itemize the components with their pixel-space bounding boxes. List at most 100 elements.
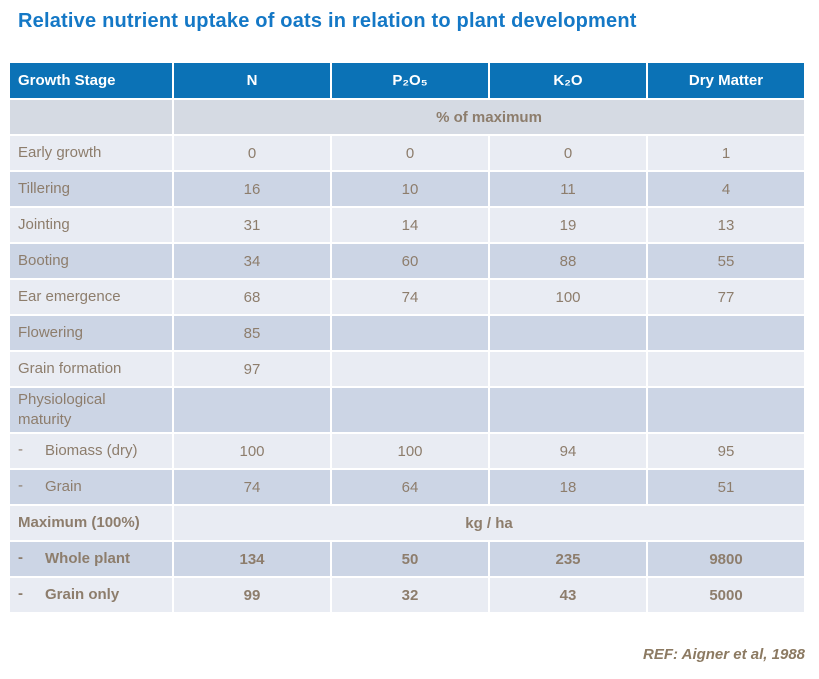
- value-cell: 16: [174, 172, 330, 206]
- row-label: [10, 100, 172, 134]
- row-label: - Whole plant: [10, 542, 172, 576]
- value-cell: [174, 388, 330, 432]
- dash-marker: -: [18, 548, 23, 566]
- row-label-text: Biomass (dry): [45, 441, 138, 459]
- table-row: Grain formation 97: [10, 352, 804, 386]
- value-cell: 0: [174, 136, 330, 170]
- value-cell: 60: [332, 244, 488, 278]
- row-label: Flowering: [10, 316, 172, 350]
- table-body: % of maximum Early growth 0 0 0 1 Tillering 16 1…: [10, 100, 804, 612]
- table-row: Flowering 85: [10, 316, 804, 350]
- column-header-n: N: [174, 63, 330, 98]
- value-cell: 11: [490, 172, 646, 206]
- row-label: - Grain only: [10, 578, 172, 612]
- value-cell: [332, 352, 488, 386]
- value-cell: 134: [174, 542, 330, 576]
- value-cell: 97: [174, 352, 330, 386]
- value-cell: 85: [174, 316, 330, 350]
- row-label-text: Grain: [45, 477, 82, 495]
- row-label-text: Ear emergence: [18, 287, 121, 305]
- row-label: Grain formation: [10, 352, 172, 386]
- table-row: Ear emergence 68 74 100 77: [10, 280, 804, 314]
- table-row: - Biomass (dry) 100 100 94 95: [10, 434, 804, 468]
- row-label: Early growth: [10, 136, 172, 170]
- value-cell: 235: [490, 542, 646, 576]
- value-cell: 34: [174, 244, 330, 278]
- table-row: % of maximum: [10, 100, 804, 134]
- value-cell: 0: [490, 136, 646, 170]
- value-cell: 10: [332, 172, 488, 206]
- value-cell: 31: [174, 208, 330, 242]
- unit-banner: kg / ha: [174, 506, 804, 540]
- column-header-k2o: K₂O: [490, 63, 646, 98]
- table-row: Maximum (100%) kg / ha: [10, 506, 804, 540]
- table-row: Physiological maturity: [10, 388, 804, 432]
- value-cell: 95: [648, 434, 804, 468]
- nutrient-uptake-table: Growth Stage N P₂O₅ K₂O Dry Matter % of …: [8, 61, 806, 614]
- value-cell: [648, 352, 804, 386]
- value-cell: 100: [490, 280, 646, 314]
- value-cell: [332, 388, 488, 432]
- reference-text: REF: Aigner et al, 1988: [643, 646, 805, 663]
- row-label-text: Maximum (100%): [18, 513, 140, 531]
- row-label: Tillering: [10, 172, 172, 206]
- value-cell: 77: [648, 280, 804, 314]
- row-label-text: Whole plant: [45, 549, 130, 567]
- value-cell: 18: [490, 470, 646, 504]
- row-label-text: Physiological maturity: [18, 390, 106, 428]
- table-row: Booting 34 60 88 55: [10, 244, 804, 278]
- value-cell: 68: [174, 280, 330, 314]
- row-label: - Biomass (dry): [10, 434, 172, 468]
- value-cell: 64: [332, 470, 488, 504]
- table-row: - Whole plant 134 50 235 9800: [10, 542, 804, 576]
- value-cell: 100: [332, 434, 488, 468]
- value-cell: 5000: [648, 578, 804, 612]
- value-cell: 43: [490, 578, 646, 612]
- row-label: Ear emergence: [10, 280, 172, 314]
- value-cell: [490, 388, 646, 432]
- value-cell: 74: [332, 280, 488, 314]
- value-cell: 50: [332, 542, 488, 576]
- row-label-text: Early growth: [18, 143, 102, 161]
- column-header-growth-stage: Growth Stage: [10, 63, 172, 98]
- row-label: Maximum (100%): [10, 506, 172, 540]
- value-cell: 55: [648, 244, 804, 278]
- value-cell: 0: [332, 136, 488, 170]
- value-cell: 14: [332, 208, 488, 242]
- value-cell: 94: [490, 434, 646, 468]
- value-cell: 99: [174, 578, 330, 612]
- page-title: Relative nutrient uptake of oats in rela…: [18, 10, 637, 32]
- table-row: Jointing 31 14 19 13: [10, 208, 804, 242]
- value-cell: [332, 316, 488, 350]
- unit-banner: % of maximum: [174, 100, 804, 134]
- value-cell: 13: [648, 208, 804, 242]
- table-row: Tillering 16 10 11 4: [10, 172, 804, 206]
- row-label-text: Flowering: [18, 323, 84, 341]
- row-label-text: Tillering: [18, 179, 70, 197]
- dash-marker: -: [18, 476, 23, 494]
- row-label: - Grain: [10, 470, 172, 504]
- value-cell: 51: [648, 470, 804, 504]
- table-row: - Grain 74 64 18 51: [10, 470, 804, 504]
- row-label-text: Grain only: [45, 585, 120, 603]
- table-row: Early growth 0 0 0 1: [10, 136, 804, 170]
- value-cell: 1: [648, 136, 804, 170]
- row-label-text: Grain formation: [18, 359, 122, 377]
- nutrient-table-wrap: Growth Stage N P₂O₅ K₂O Dry Matter % of …: [8, 61, 819, 614]
- column-header-p2o5: P₂O₅: [332, 63, 488, 98]
- row-label-text: Jointing: [18, 215, 70, 233]
- value-cell: 4: [648, 172, 804, 206]
- header-row: Growth Stage N P₂O₅ K₂O Dry Matter: [10, 63, 804, 98]
- value-cell: [648, 388, 804, 432]
- value-cell: 9800: [648, 542, 804, 576]
- table-header: Growth Stage N P₂O₅ K₂O Dry Matter: [10, 63, 804, 98]
- value-cell: 32: [332, 578, 488, 612]
- value-cell: 19: [490, 208, 646, 242]
- dash-marker: -: [18, 440, 23, 458]
- row-label-text: Booting: [18, 251, 69, 269]
- table-row: - Grain only 99 32 43 5000: [10, 578, 804, 612]
- row-label: Jointing: [10, 208, 172, 242]
- value-cell: [490, 316, 646, 350]
- value-cell: [490, 352, 646, 386]
- value-cell: 74: [174, 470, 330, 504]
